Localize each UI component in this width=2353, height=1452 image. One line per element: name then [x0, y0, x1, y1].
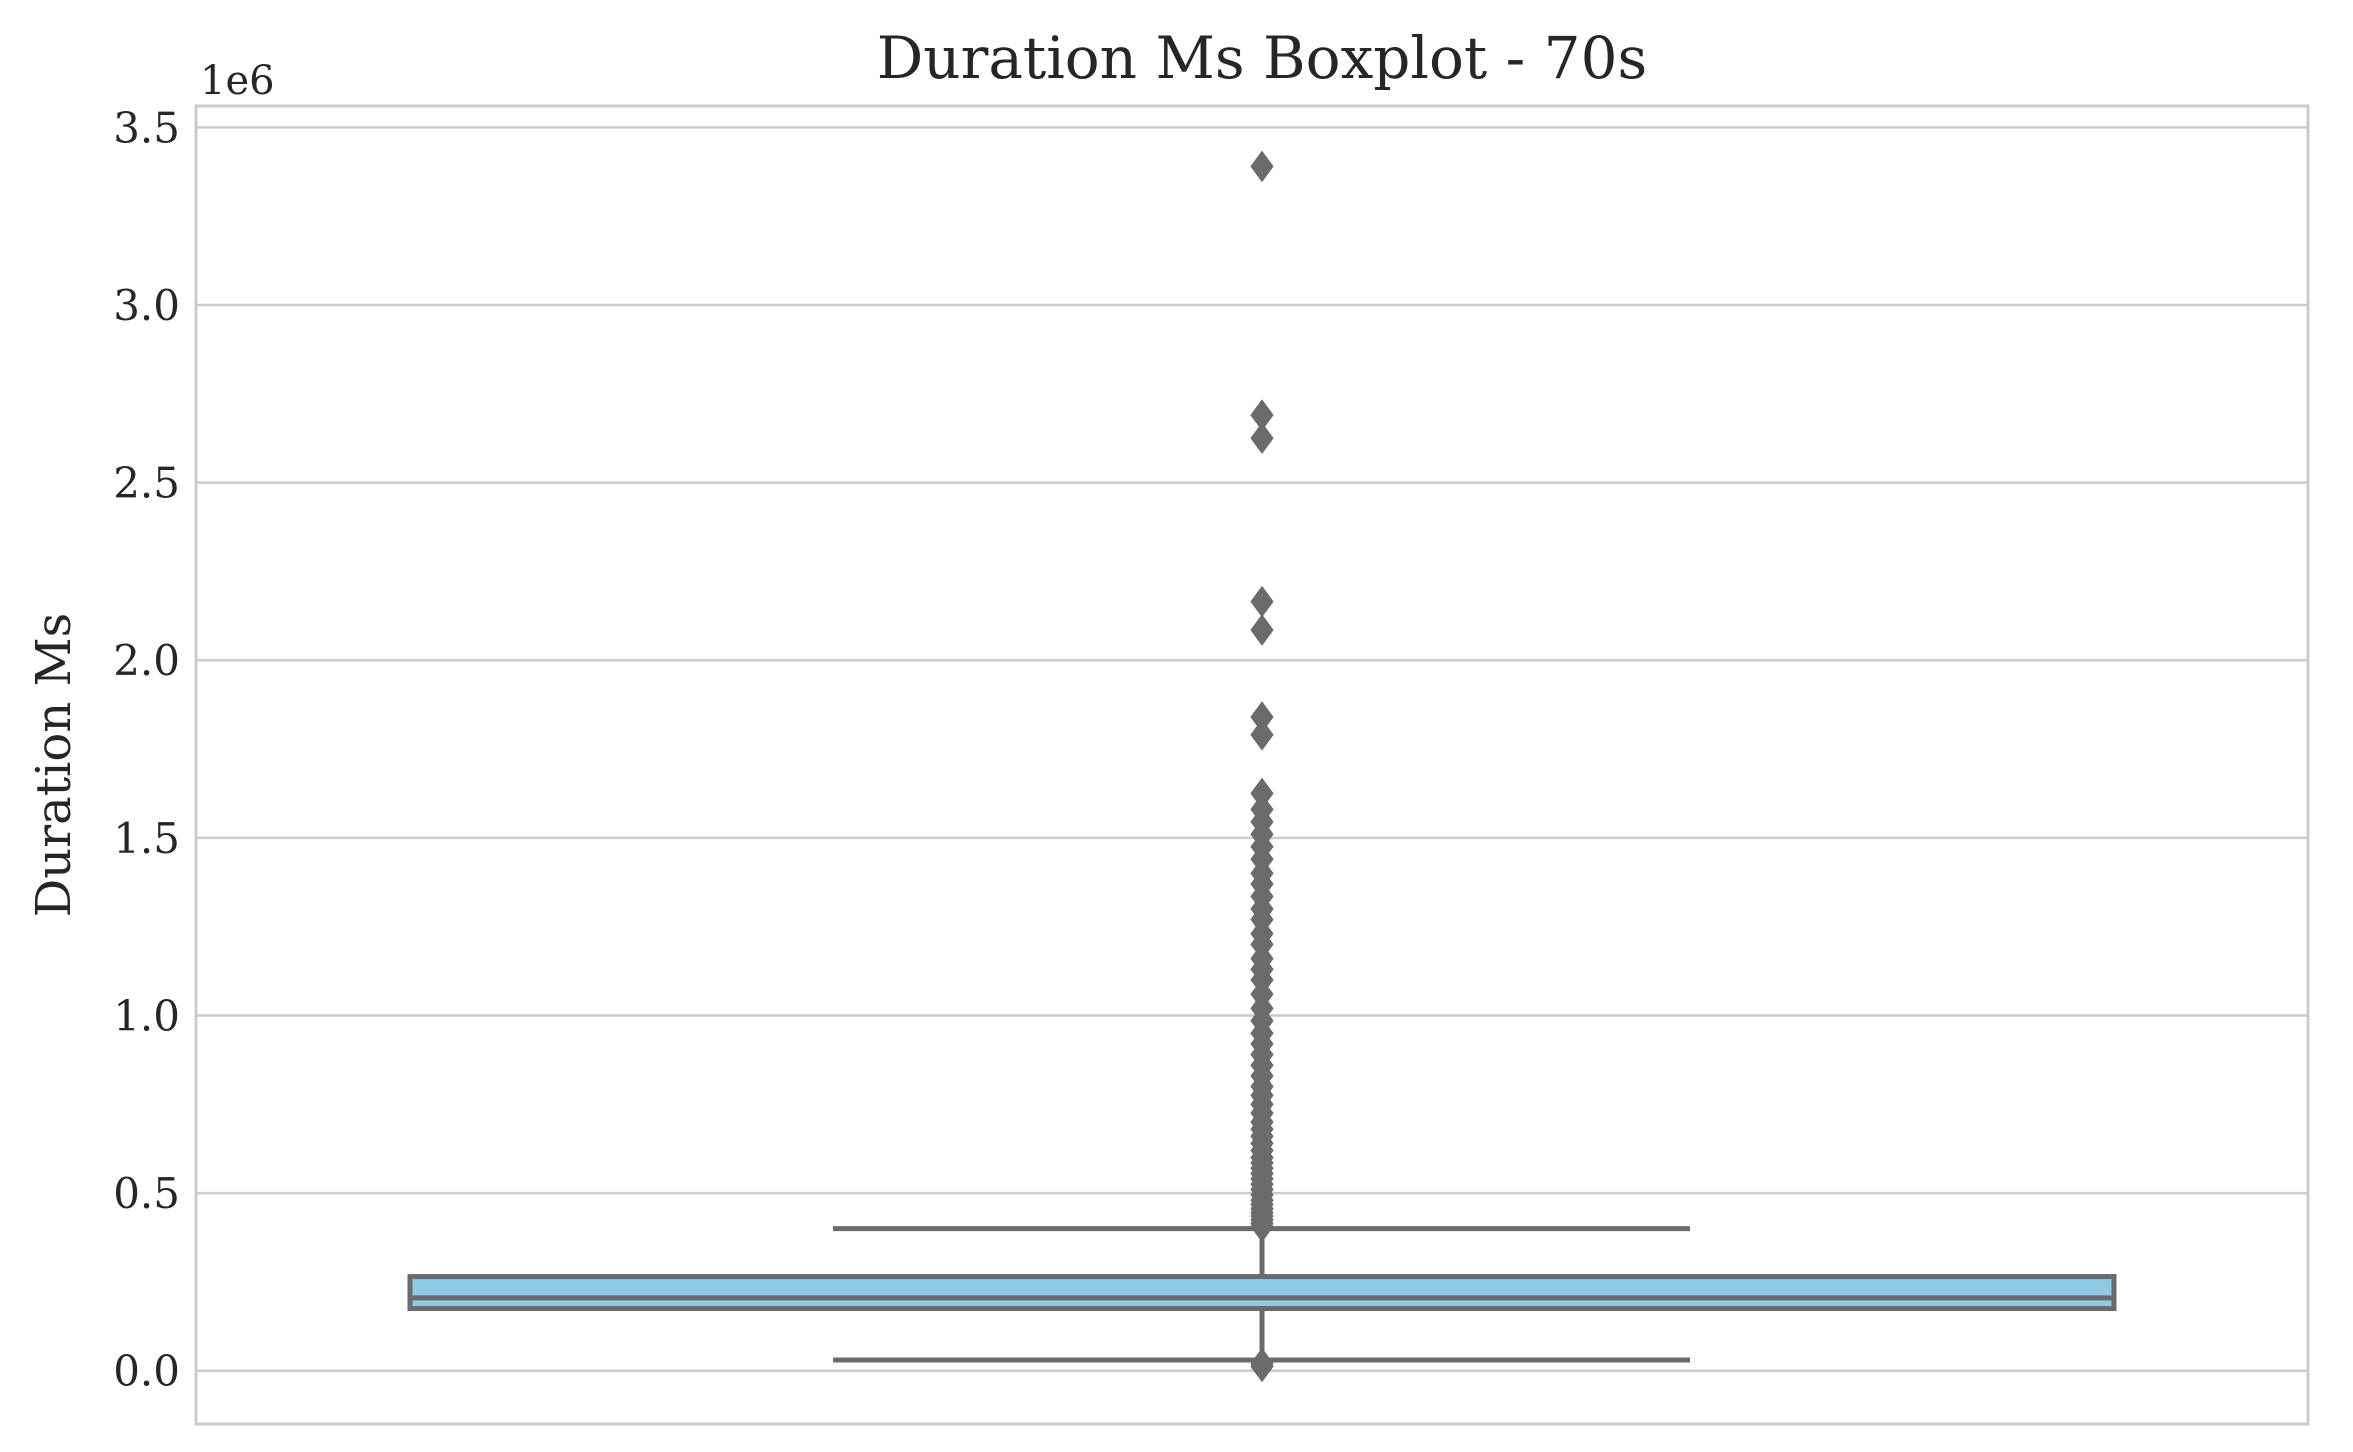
outlier-point — [1250, 718, 1274, 751]
y-tick-label: 3.0 — [113, 281, 180, 330]
y-tick-label: 0.0 — [113, 1347, 180, 1396]
chart-title: Duration Ms Boxplot - 70s — [877, 24, 1648, 92]
y-axis-ticks: 0.0 0.5 1.0 1.5 2.0 2.5 3.0 3.5 — [113, 103, 180, 1395]
outlier-point — [1250, 422, 1274, 455]
y-tick-label: 1.0 — [113, 991, 180, 1040]
outlier-point — [1250, 1210, 1274, 1243]
outlier-point — [1250, 1350, 1274, 1383]
y-tick-label: 0.5 — [113, 1169, 180, 1218]
y-axis-offset-label: 1e6 — [200, 58, 275, 104]
y-tick-label: 2.5 — [113, 459, 180, 508]
box-iqr — [407, 1274, 2117, 1312]
outlier-point — [1250, 150, 1274, 183]
outlier-point — [1250, 585, 1274, 618]
y-tick-label: 3.5 — [113, 103, 180, 152]
plot-area — [407, 150, 2117, 1383]
y-axis-label: Duration Ms — [26, 613, 82, 917]
axes-frame — [194, 104, 2310, 1426]
y-tick-label: 1.5 — [113, 814, 180, 863]
grid-lines — [196, 126, 2308, 1372]
outlier-point — [1250, 614, 1274, 646]
y-tick-label: 2.0 — [113, 636, 180, 685]
